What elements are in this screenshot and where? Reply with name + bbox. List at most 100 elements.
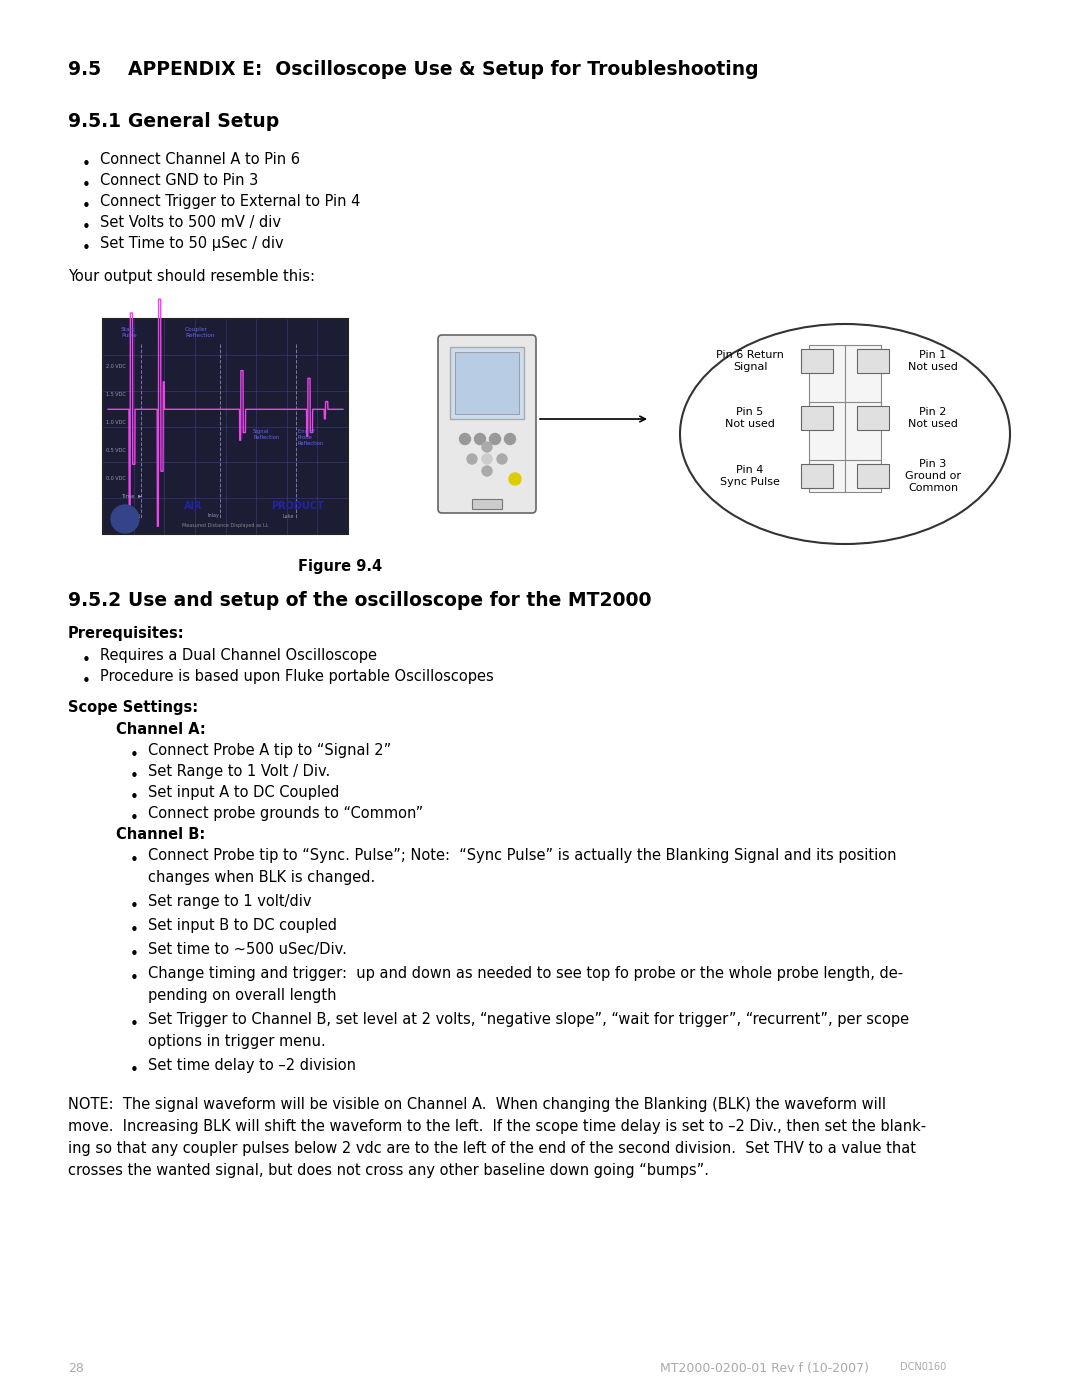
Text: Pin 6 Return
Signal: Pin 6 Return Signal xyxy=(716,351,784,372)
Text: •: • xyxy=(82,673,91,689)
Text: •: • xyxy=(130,923,139,937)
Text: Connect Probe tip to “Sync. Pulse”; Note:  “Sync Pulse” is actually the Blanking: Connect Probe tip to “Sync. Pulse”; Note… xyxy=(148,848,896,863)
Text: •: • xyxy=(82,652,91,668)
FancyBboxPatch shape xyxy=(438,335,536,513)
Text: Channel A:: Channel A: xyxy=(116,722,206,738)
Text: changes when BLK is changed.: changes when BLK is changed. xyxy=(148,870,375,886)
Bar xyxy=(858,407,889,430)
Text: 9.5: 9.5 xyxy=(68,60,102,80)
Text: Set time delay to –2 division: Set time delay to –2 division xyxy=(148,1058,356,1073)
Text: Set Trigger to Channel B, set level at 2 volts, “negative slope”, “wait for trig: Set Trigger to Channel B, set level at 2… xyxy=(148,1011,909,1027)
Bar xyxy=(801,349,833,373)
Circle shape xyxy=(504,433,515,444)
Text: Your output should resemble this:: Your output should resemble this: xyxy=(68,270,315,284)
Text: Lake: Lake xyxy=(282,514,294,518)
Text: •: • xyxy=(130,971,139,986)
Text: Start
Pulse: Start Pulse xyxy=(121,327,137,338)
Text: Set time to ~500 uSec/Div.: Set time to ~500 uSec/Div. xyxy=(148,942,347,957)
Circle shape xyxy=(509,474,521,485)
Text: Pin 4
Sync Pulse: Pin 4 Sync Pulse xyxy=(720,465,780,486)
Text: •: • xyxy=(130,768,139,784)
Text: •: • xyxy=(130,812,139,826)
Bar xyxy=(450,346,524,419)
Text: Scope Settings:: Scope Settings: xyxy=(68,700,198,715)
Text: •: • xyxy=(82,156,91,172)
Text: •: • xyxy=(130,747,139,763)
Text: Set input B to DC coupled: Set input B to DC coupled xyxy=(148,918,337,933)
Text: pending on overall length: pending on overall length xyxy=(148,988,337,1003)
Circle shape xyxy=(497,454,507,464)
Text: move.  Increasing BLK will shift the waveform to the left.  If the scope time de: move. Increasing BLK will shift the wave… xyxy=(68,1119,927,1134)
Text: •: • xyxy=(130,900,139,914)
Bar xyxy=(858,464,889,488)
Text: 0.0 VDC: 0.0 VDC xyxy=(106,476,125,482)
Circle shape xyxy=(474,433,486,444)
Bar xyxy=(103,319,348,534)
Text: •: • xyxy=(130,854,139,868)
Text: DCN0160: DCN0160 xyxy=(900,1362,946,1372)
Text: Set Range to 1 Volt / Div.: Set Range to 1 Volt / Div. xyxy=(148,764,330,780)
Text: Connect Channel A to Pin 6: Connect Channel A to Pin 6 xyxy=(100,152,300,168)
Text: Use and setup of the oscilloscope for the MT2000: Use and setup of the oscilloscope for th… xyxy=(129,591,651,610)
Text: 1.5 VDC: 1.5 VDC xyxy=(106,393,125,398)
Text: Pin 3
Ground or
Common: Pin 3 Ground or Common xyxy=(905,460,961,493)
Circle shape xyxy=(482,454,492,464)
Text: End of
Probe
Reflection: End of Probe Reflection xyxy=(298,429,324,446)
Circle shape xyxy=(467,454,477,464)
Bar xyxy=(801,464,833,488)
Text: Procedure is based upon Fluke portable Oscilloscopes: Procedure is based upon Fluke portable O… xyxy=(100,669,494,685)
Text: 1.0 VDC: 1.0 VDC xyxy=(106,420,125,426)
Text: Set Volts to 500 mV / div: Set Volts to 500 mV / div xyxy=(100,215,281,231)
Bar xyxy=(858,349,889,373)
Text: APPENDIX E:  Oscilloscope Use & Setup for Troubleshooting: APPENDIX E: Oscilloscope Use & Setup for… xyxy=(129,60,758,80)
Bar xyxy=(801,407,833,430)
Bar xyxy=(809,345,881,492)
Text: MT2000-0200-01 Rev f (10-2007): MT2000-0200-01 Rev f (10-2007) xyxy=(660,1362,869,1375)
Text: •: • xyxy=(82,198,91,214)
Text: 9.5.1: 9.5.1 xyxy=(68,112,121,131)
Text: 0.1: 0.1 xyxy=(134,514,141,518)
Bar xyxy=(455,352,519,414)
Bar xyxy=(472,499,502,509)
Text: Set Time to 50 μSec / div: Set Time to 50 μSec / div xyxy=(100,236,284,251)
Text: Time  ►: Time ► xyxy=(121,493,143,499)
Text: Change timing and trigger:  up and down as needed to see top fo probe or the who: Change timing and trigger: up and down a… xyxy=(148,965,903,981)
Text: •: • xyxy=(82,242,91,256)
Text: Connect GND to Pin 3: Connect GND to Pin 3 xyxy=(100,173,258,189)
Text: 28: 28 xyxy=(68,1362,84,1375)
Text: •: • xyxy=(130,947,139,963)
Circle shape xyxy=(459,433,471,444)
Text: Pin 5
Not used: Pin 5 Not used xyxy=(725,407,775,429)
Text: Channel B:: Channel B: xyxy=(116,827,205,842)
Text: •: • xyxy=(130,1063,139,1078)
Text: •: • xyxy=(82,177,91,193)
Text: Inlay: Inlay xyxy=(207,514,219,518)
Text: Coupler
Reflection: Coupler Reflection xyxy=(185,327,215,338)
Text: •: • xyxy=(82,219,91,235)
Text: Pin 1
Not used: Pin 1 Not used xyxy=(908,351,958,372)
Text: Requires a Dual Channel Oscilloscope: Requires a Dual Channel Oscilloscope xyxy=(100,648,377,664)
Circle shape xyxy=(489,433,500,444)
Text: Connect Trigger to External to Pin 4: Connect Trigger to External to Pin 4 xyxy=(100,194,361,210)
Text: Pin 2
Not used: Pin 2 Not used xyxy=(908,407,958,429)
Text: Set range to 1 volt/div: Set range to 1 volt/div xyxy=(148,894,311,909)
Text: Signal
Reflection: Signal Reflection xyxy=(253,429,280,440)
Text: Connect Probe A tip to “Signal 2”: Connect Probe A tip to “Signal 2” xyxy=(148,743,391,759)
Text: 0.5 VDC: 0.5 VDC xyxy=(106,448,125,454)
Text: Connect probe grounds to “Common”: Connect probe grounds to “Common” xyxy=(148,806,423,821)
Text: 9.5.2: 9.5.2 xyxy=(68,591,121,610)
Circle shape xyxy=(482,441,492,453)
Text: •: • xyxy=(130,789,139,805)
Text: Figure 9.4: Figure 9.4 xyxy=(298,559,382,574)
Text: ing so that any coupler pulses below 2 vdc are to the left of the end of the sec: ing so that any coupler pulses below 2 v… xyxy=(68,1141,916,1155)
Text: General Setup: General Setup xyxy=(129,112,280,131)
Text: PRODUCT: PRODUCT xyxy=(272,502,324,511)
Circle shape xyxy=(111,504,139,534)
Text: options in trigger menu.: options in trigger menu. xyxy=(148,1034,326,1049)
Circle shape xyxy=(482,467,492,476)
Text: NOTE:  The signal waveform will be visible on Channel A.  When changing the Blan: NOTE: The signal waveform will be visibl… xyxy=(68,1097,886,1112)
Text: •: • xyxy=(130,1017,139,1032)
Text: crosses the wanted signal, but does not cross any other baseline down going “bum: crosses the wanted signal, but does not … xyxy=(68,1162,708,1178)
Ellipse shape xyxy=(680,324,1010,543)
Text: Set input A to DC Coupled: Set input A to DC Coupled xyxy=(148,785,339,800)
